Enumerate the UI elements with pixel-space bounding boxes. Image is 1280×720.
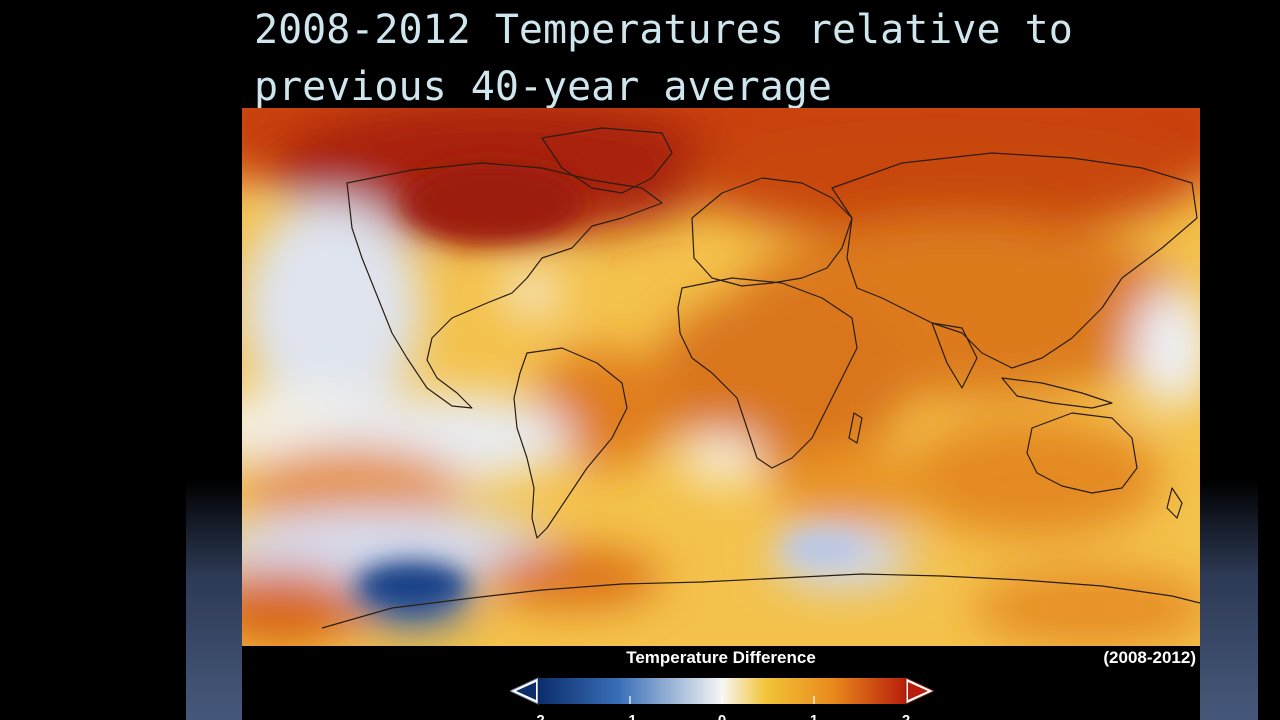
outline-australia	[1026, 412, 1138, 494]
outline-new-zealand	[1166, 487, 1183, 519]
outline-asia	[831, 152, 1198, 369]
colorbar-tick-label: -1	[615, 712, 645, 720]
outline-europe	[691, 177, 853, 287]
outline-madagascar	[848, 412, 863, 444]
continent-outlines	[321, 127, 1200, 629]
outline-india	[931, 322, 978, 389]
anomaly-field	[242, 108, 1200, 646]
outline-antarctica	[321, 573, 1200, 629]
colorbar-ticks	[629, 696, 815, 704]
colorbar-tick-label: 2	[891, 712, 921, 720]
world-temperature-map	[242, 108, 1200, 646]
anomaly-detail	[357, 163, 862, 608]
legend-title: Temperature Difference	[626, 648, 816, 667]
colorbar-tick-label: 0	[707, 712, 737, 720]
temperature-colorbar	[510, 677, 934, 705]
legend-period-label: (2008-2012)	[1103, 648, 1196, 667]
colorbar-min-arrow-fill	[516, 682, 536, 700]
colorbar-tick-label: -2	[523, 712, 553, 720]
temperature-map-panel: Temperature Difference (2008-2012) -2 -1 0	[242, 108, 1200, 720]
colorbar-tick-label: 1	[799, 712, 829, 720]
outline-indonesia	[1001, 377, 1113, 409]
slide-background-glow-left	[186, 480, 246, 720]
outline-south-america	[513, 347, 628, 539]
slide-background-glow-right	[1198, 480, 1258, 720]
outline-north-america	[346, 162, 663, 409]
outline-africa	[677, 277, 858, 469]
outline-greenland	[541, 127, 673, 194]
colorbar-max-arrow-fill	[908, 682, 928, 700]
slide-title: 2008-2012 Temperatures relative to previ…	[254, 7, 1073, 110]
